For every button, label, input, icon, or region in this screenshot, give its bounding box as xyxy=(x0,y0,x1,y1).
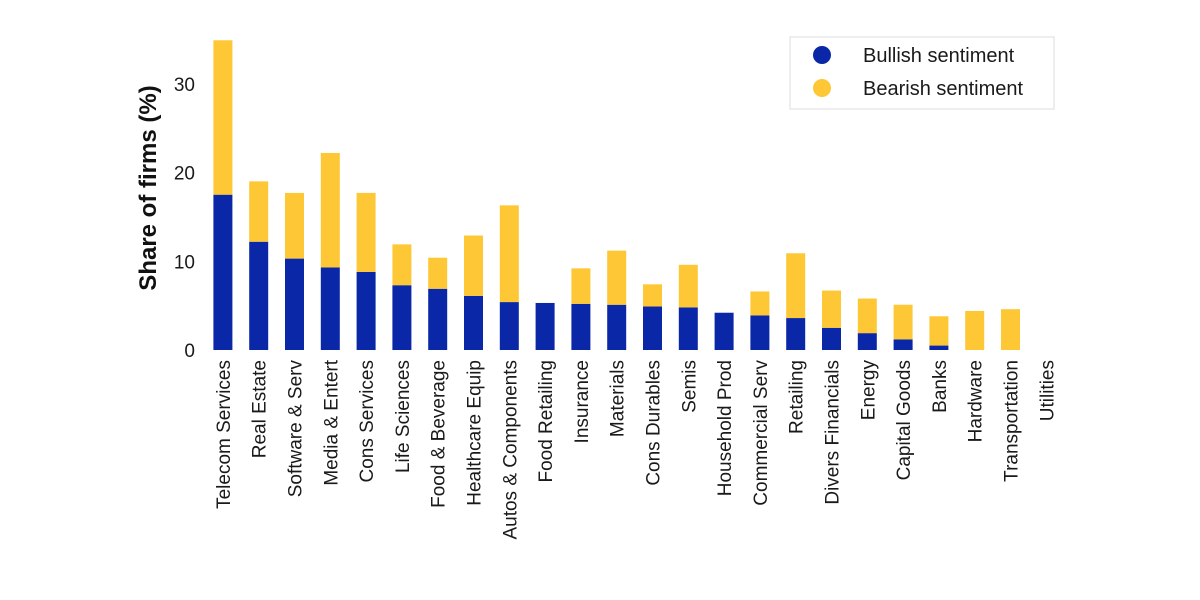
category-label-software-and-serv: Software & Serv xyxy=(286,360,307,498)
category-label-utilities: Utilities xyxy=(1037,360,1058,421)
category-label-transportation: Transportation xyxy=(1002,360,1023,482)
category-label-autos-and-components: Autos & Components xyxy=(500,360,521,540)
category-label-commercial-serv: Commercial Serv xyxy=(751,360,772,506)
bar-bearish-commercial-serv xyxy=(750,291,770,316)
bar-bearish-capital-goods xyxy=(893,304,913,340)
bar-bearish-software-and-serv xyxy=(285,192,304,259)
category-label-materials: Materials xyxy=(608,360,629,437)
category-label-semis: Semis xyxy=(679,360,700,413)
legend-label-bullish: Bullish sentiment xyxy=(863,45,1015,67)
category-label-insurance: Insurance xyxy=(572,360,593,443)
bar-bullish-telecom-services xyxy=(213,194,233,350)
bar-bearish-telecom-services xyxy=(213,40,233,195)
category-label-media-and-entert: Media & Entert xyxy=(321,359,342,485)
category-label-cons-durables: Cons Durables xyxy=(644,360,665,486)
legend: Bullish sentiment Bearish sentiment xyxy=(789,36,1055,110)
bar-bearish-retailing xyxy=(786,253,806,319)
bar-bearish-cons-durables xyxy=(643,284,662,307)
bar-bearish-life-sciences xyxy=(392,244,412,286)
bar-bullish-cons-services xyxy=(356,271,376,350)
bar-bullish-divers-financials xyxy=(822,327,841,350)
category-label-cons-services: Cons Services xyxy=(357,360,378,483)
legend-label-bearish: Bearish sentiment xyxy=(863,78,1024,100)
category-label-food-retailing: Food Retailing xyxy=(536,360,557,483)
bar-bullish-healthcare-equip xyxy=(464,295,483,350)
bar-bearish-materials xyxy=(607,250,627,305)
category-label-life-sciences: Life Sciences xyxy=(393,360,414,473)
category-label-hardware: Hardware xyxy=(966,360,987,442)
y-axis-ticks: 0 10 20 30 xyxy=(174,75,195,362)
category-label-healthcare-equip: Healthcare Equip xyxy=(465,360,486,506)
bar-bullish-capital-goods xyxy=(893,339,913,350)
bars-layer xyxy=(213,40,1020,350)
y-axis-title: Share of firms (%) xyxy=(135,85,162,290)
category-label-capital-goods: Capital Goods xyxy=(894,360,915,480)
bar-bearish-banks xyxy=(929,316,949,346)
bar-bearish-hardware xyxy=(965,310,985,350)
bar-bullish-energy xyxy=(857,333,877,350)
bar-bullish-banks xyxy=(929,345,949,350)
bar-bullish-insurance xyxy=(571,303,591,350)
legend-swatch-bearish xyxy=(813,79,831,97)
bar-bearish-semis xyxy=(678,264,698,308)
category-label-household-prod: Household Prod xyxy=(715,360,736,496)
category-label-energy: Energy xyxy=(858,360,879,421)
bar-bullish-materials xyxy=(607,304,627,350)
bar-bullish-semis xyxy=(678,307,698,350)
bar-bearish-autos-and-components xyxy=(499,205,519,303)
y-tick-label: 10 xyxy=(174,252,195,273)
legend-box xyxy=(789,36,1055,110)
category-label-retailing: Retailing xyxy=(787,360,808,434)
bar-bullish-cons-durables xyxy=(643,306,662,350)
legend-swatch-bullish xyxy=(813,46,831,64)
bar-bearish-real-estate xyxy=(249,181,269,242)
category-label-telecom-services: Telecom Services xyxy=(214,360,235,509)
category-labels: Telecom Services Real Estate Software & Se… xyxy=(214,359,1058,539)
bar-bullish-retailing xyxy=(786,318,806,350)
bar-bullish-household-prod xyxy=(714,312,734,350)
bar-bearish-healthcare-equip xyxy=(464,235,483,296)
category-label-food-and-beverage: Food & Beverage xyxy=(429,360,450,508)
bar-bullish-food-and-beverage xyxy=(428,288,448,350)
y-axis-title-group: Share of firms (%) xyxy=(135,85,162,290)
y-tick-label: 20 xyxy=(174,164,195,185)
bar-bearish-divers-financials xyxy=(822,290,841,328)
bar-bearish-cons-services xyxy=(356,192,376,272)
bar-bearish-transportation xyxy=(1001,309,1020,350)
bar-bullish-software-and-serv xyxy=(285,258,304,350)
bar-bearish-media-and-entert xyxy=(320,152,340,268)
bar-bullish-media-and-entert xyxy=(320,267,340,350)
bar-bullish-autos-and-components xyxy=(499,302,519,350)
bar-bullish-commercial-serv xyxy=(750,315,770,350)
bar-bullish-food-retailing xyxy=(535,302,555,350)
category-label-divers-financials: Divers Financials xyxy=(823,360,844,505)
bar-bearish-insurance xyxy=(571,268,591,304)
bar-bearish-food-and-beverage xyxy=(428,257,448,289)
bar-bullish-life-sciences xyxy=(392,285,412,350)
category-label-banks: Banks xyxy=(930,360,951,413)
category-label-real-estate: Real Estate xyxy=(250,360,271,458)
y-tick-label: 30 xyxy=(174,75,195,96)
bar-bullish-real-estate xyxy=(249,241,269,350)
bar-bearish-energy xyxy=(857,298,877,334)
y-tick-label: 0 xyxy=(184,341,195,362)
